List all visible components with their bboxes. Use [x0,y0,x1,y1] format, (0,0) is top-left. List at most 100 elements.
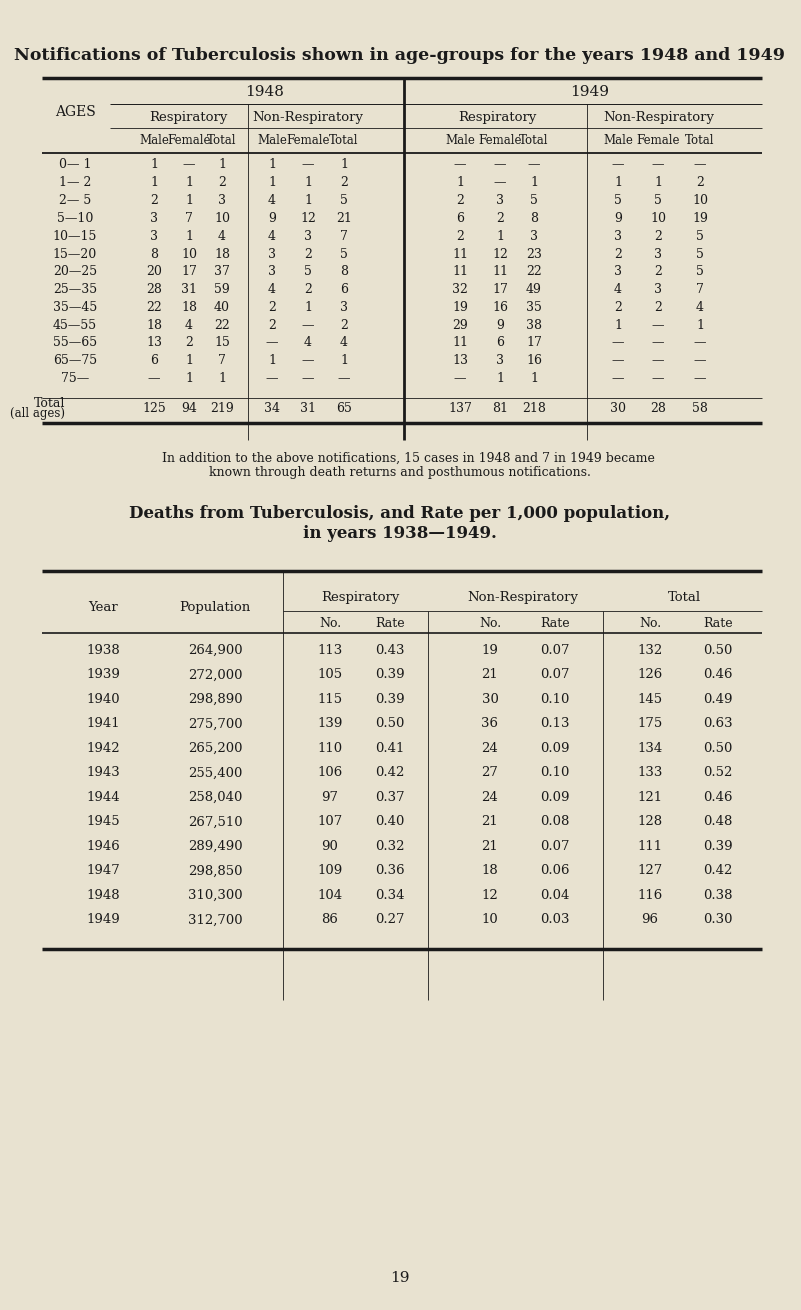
Text: Total: Total [207,135,237,148]
Text: 0.39: 0.39 [375,693,405,706]
Text: 36: 36 [481,718,498,731]
Text: 1: 1 [268,159,276,172]
Text: 10: 10 [481,913,498,926]
Text: 1: 1 [304,194,312,207]
Text: No.: No. [319,617,341,630]
Text: 272,000: 272,000 [187,668,242,681]
Text: 3: 3 [268,248,276,261]
Text: 1: 1 [268,177,276,190]
Text: 0.32: 0.32 [375,840,405,853]
Text: 4: 4 [614,283,622,296]
Text: 0.03: 0.03 [540,913,570,926]
Text: 1948: 1948 [246,85,284,100]
Text: 3: 3 [150,229,158,242]
Text: 0.09: 0.09 [540,791,570,804]
Text: AGES: AGES [54,105,95,119]
Text: 2: 2 [614,301,622,314]
Text: 17: 17 [181,266,197,278]
Text: Deaths from Tuberculosis, and Rate per 1,000 population,
in years 1938—1949.: Deaths from Tuberculosis, and Rate per 1… [130,506,670,542]
Text: 2: 2 [456,194,464,207]
Text: 4: 4 [696,301,704,314]
Text: 106: 106 [317,766,343,779]
Text: 1944: 1944 [87,791,120,804]
Text: 1: 1 [340,159,348,172]
Text: 2: 2 [218,177,226,190]
Text: 16: 16 [526,354,542,367]
Text: 5: 5 [654,194,662,207]
Text: 20—25: 20—25 [53,266,97,278]
Text: 1949: 1949 [570,85,610,100]
Text: 267,510: 267,510 [187,815,243,828]
Text: 18: 18 [214,248,230,261]
Text: 145: 145 [638,693,662,706]
Text: 0.46: 0.46 [703,668,733,681]
Text: 81: 81 [492,402,508,415]
Text: 275,700: 275,700 [187,718,243,731]
Text: 0.50: 0.50 [703,645,733,656]
Text: 10—15: 10—15 [53,229,97,242]
Text: Total: Total [329,135,359,148]
Text: Respiratory: Respiratory [149,110,227,123]
Text: 1: 1 [340,354,348,367]
Text: 109: 109 [317,865,343,878]
Text: No.: No. [479,617,501,630]
Text: 45—55: 45—55 [53,318,97,331]
Text: 24: 24 [481,791,498,804]
Text: —: — [493,177,506,190]
Text: 0.42: 0.42 [376,766,405,779]
Text: 2: 2 [185,337,193,350]
Text: 3: 3 [654,248,662,261]
Text: 24: 24 [481,741,498,755]
Text: 12: 12 [481,889,498,901]
Text: 115: 115 [317,693,343,706]
Text: —: — [694,337,706,350]
Text: 0.42: 0.42 [703,865,733,878]
Text: —: — [612,354,624,367]
Text: 90: 90 [321,840,339,853]
Text: 1945: 1945 [87,815,120,828]
Text: 6: 6 [496,337,504,350]
Text: 5: 5 [696,266,704,278]
Text: Rate: Rate [703,617,733,630]
Text: 15: 15 [214,337,230,350]
Text: 289,490: 289,490 [187,840,243,853]
Text: Total: Total [34,397,65,410]
Text: 7: 7 [218,354,226,367]
Text: 1943: 1943 [87,766,120,779]
Text: 1— 2: 1— 2 [58,177,91,190]
Text: 9: 9 [268,212,276,225]
Text: 1: 1 [496,229,504,242]
Text: 128: 128 [638,815,662,828]
Text: 38: 38 [526,318,542,331]
Text: 1: 1 [614,177,622,190]
Text: 312,700: 312,700 [187,913,243,926]
Text: 75—: 75— [61,372,89,385]
Text: 5: 5 [340,248,348,261]
Text: 59: 59 [214,283,230,296]
Text: 3: 3 [530,229,538,242]
Text: 0.04: 0.04 [541,889,570,901]
Text: 17: 17 [492,283,508,296]
Text: 5: 5 [304,266,312,278]
Text: 1: 1 [185,354,193,367]
Text: 5—10: 5—10 [57,212,93,225]
Text: —: — [302,159,314,172]
Text: 3: 3 [614,266,622,278]
Text: 22: 22 [214,318,230,331]
Text: 86: 86 [321,913,339,926]
Text: 21: 21 [336,212,352,225]
Text: —: — [453,159,466,172]
Text: 298,890: 298,890 [187,693,243,706]
Text: 30: 30 [610,402,626,415]
Text: 96: 96 [642,913,658,926]
Text: Non-Respiratory: Non-Respiratory [603,110,714,123]
Text: 13: 13 [452,354,468,367]
Text: 265,200: 265,200 [187,741,242,755]
Text: 1: 1 [185,194,193,207]
Text: 1: 1 [185,372,193,385]
Text: 2: 2 [304,248,312,261]
Text: Male: Male [139,135,169,148]
Text: 35—45: 35—45 [53,301,97,314]
Text: 1: 1 [496,372,504,385]
Text: 105: 105 [317,668,343,681]
